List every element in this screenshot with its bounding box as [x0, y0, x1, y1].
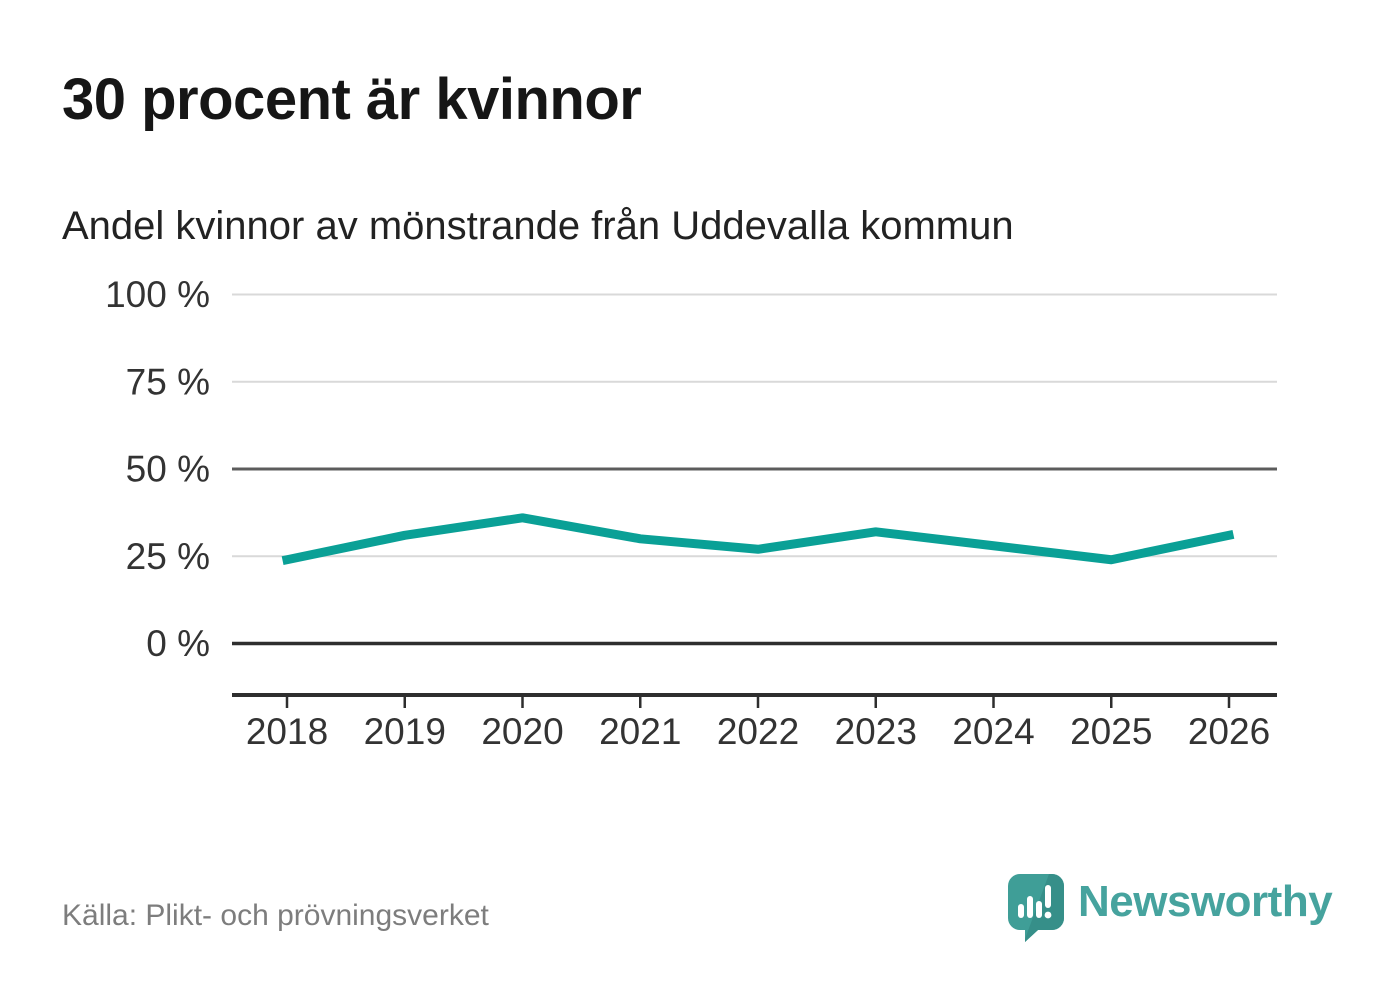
newsworthy-logo: Newsworthy [1008, 874, 1333, 944]
x-tick-label-2019: 2019 [364, 711, 446, 752]
logo-bar-1 [1018, 904, 1024, 918]
logo-bar-3 [1036, 901, 1042, 918]
brand-wordmark: Newsworthy [1078, 877, 1333, 926]
x-tick-label-2022: 2022 [717, 711, 799, 752]
logo-bar-2 [1027, 896, 1033, 918]
x-tick-label-2026: 2026 [1188, 711, 1270, 752]
x-tick-label-2024: 2024 [952, 711, 1034, 752]
x-tick-label-2025: 2025 [1070, 711, 1152, 752]
logo-exclamation-dot [1044, 911, 1052, 919]
page-title: 30 procent är kvinnor [62, 67, 642, 132]
source-note: Källa: Plikt- och prövningsverket [62, 899, 489, 932]
newsworthy-logo-icon [1008, 874, 1064, 942]
logo-exclamation-bar [1045, 885, 1051, 908]
y-tick-label-0: 0 % [146, 623, 210, 664]
y-tick-label-100: 100 % [105, 274, 210, 315]
x-tick-label-2023: 2023 [835, 711, 917, 752]
x-tick-label-2021: 2021 [599, 711, 681, 752]
y-tick-label-25: 25 % [126, 536, 210, 577]
data-line-andel [281, 513, 1235, 566]
chart-subtitle: Andel kvinnor av mönstrande från Uddeval… [62, 204, 1014, 248]
y-tick-label-50: 50 % [126, 449, 210, 490]
x-tick-label-2018: 2018 [246, 711, 328, 752]
x-tick-label-2020: 2020 [481, 711, 563, 752]
y-tick-label-75: 75 % [126, 361, 210, 402]
